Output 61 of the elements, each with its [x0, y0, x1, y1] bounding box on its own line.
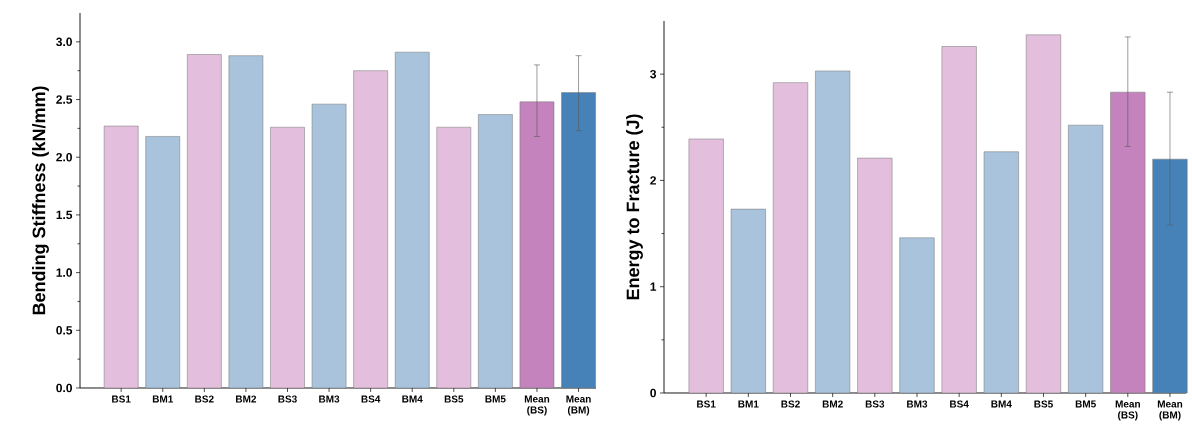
y-tick-label: 3.0 [56, 37, 72, 47]
bar [436, 126, 472, 389]
x-tick-label: Mean (BS) [524, 395, 550, 416]
x-tick-label: BS2 [195, 395, 214, 403]
bar [353, 70, 388, 389]
x-tick-label: BS3 [865, 400, 885, 408]
bar [1152, 158, 1188, 394]
bar [270, 126, 305, 389]
bar [941, 46, 977, 394]
y-tick-label: 2.5 [56, 95, 73, 104]
bar [772, 82, 809, 394]
x-tick-label: BS2 [781, 400, 800, 408]
x-tick-label: BM1 [152, 395, 174, 403]
bar [519, 101, 555, 389]
bar [561, 92, 596, 389]
x-tick-label: BM2 [822, 400, 843, 408]
y-tick-label: 1.5 [56, 210, 73, 220]
x-tick-label: BM2 [236, 395, 257, 403]
y-tick-label: 1 [650, 282, 657, 291]
bar [228, 55, 264, 389]
bar [815, 70, 851, 394]
x-tick-label: Mean (BM) [566, 395, 591, 416]
x-tick-label: BM5 [1075, 400, 1096, 408]
bar [1068, 124, 1104, 394]
x-tick-label: BS1 [697, 400, 716, 408]
y-tick-label: 3 [650, 69, 657, 79]
bar [187, 54, 222, 389]
y-tick-label: 0 [650, 388, 656, 398]
bar [103, 125, 139, 389]
x-tick-label: BM4 [991, 400, 1012, 408]
bar [983, 151, 1019, 394]
bar [394, 51, 430, 389]
y-tick-label: 2.0 [56, 152, 72, 162]
x-tick-label: BS3 [278, 395, 297, 403]
x-tick-label: BS4 [950, 400, 969, 408]
x-tick-label: BS5 [1034, 400, 1053, 408]
bar [1025, 34, 1062, 394]
x-tick-label: Mean (BS) [1115, 400, 1140, 421]
x-tick-label: BM3 [907, 400, 928, 408]
x-tick-label: BS5 [444, 395, 464, 403]
x-tick-label: BM1 [738, 400, 759, 408]
bar [1110, 91, 1146, 394]
x-tick-label: BM5 [485, 395, 506, 403]
y-tick-label: 0.0 [56, 383, 72, 393]
y-axis-title: Energy to Fracture (J) [626, 114, 643, 300]
bar [899, 237, 935, 394]
y-tick-label: 1.0 [56, 268, 72, 277]
bar [688, 138, 724, 394]
x-tick-label: BS4 [361, 395, 381, 403]
bar [478, 114, 513, 389]
x-tick-label: BM4 [402, 395, 423, 403]
bar [311, 103, 347, 389]
y-tick-label: 0.5 [56, 326, 73, 335]
y-axis-title: Bending Stiffness (kN/mm) [32, 86, 49, 315]
bar [857, 157, 893, 394]
bar [730, 208, 766, 394]
y-tick-label: 2 [650, 176, 656, 185]
x-tick-label: Mean (BM) [1157, 400, 1183, 421]
x-tick-label: BS1 [112, 395, 131, 403]
x-tick-label: BM3 [319, 395, 340, 403]
bar [145, 136, 181, 389]
